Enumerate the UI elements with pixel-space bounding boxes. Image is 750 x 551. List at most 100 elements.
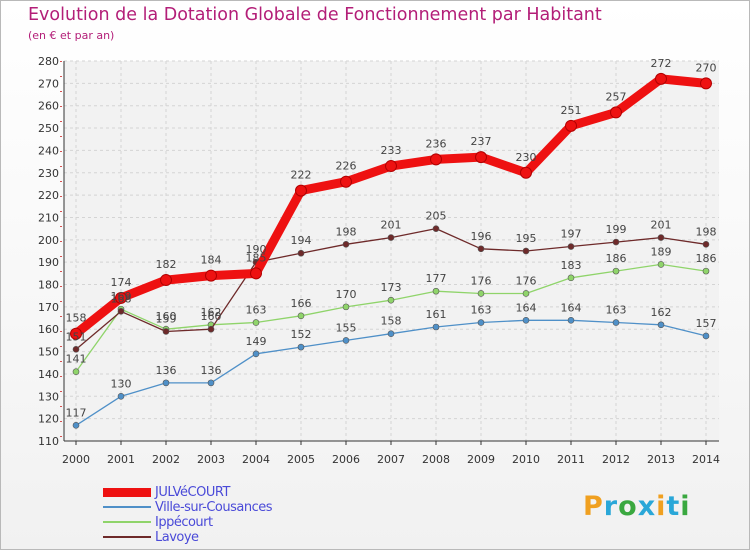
y-tick-label: 260: [38, 100, 59, 113]
data-point: [387, 234, 395, 241]
legend-item-ville-sur-cousances: Ville-sur-Cousances: [103, 500, 363, 515]
data-point: [430, 153, 442, 166]
data-label: 164: [561, 301, 582, 314]
y-tick-label: 240: [38, 144, 59, 157]
data-point: [70, 327, 82, 340]
data-point: [477, 319, 485, 326]
data-label: 183: [561, 259, 582, 272]
data-point: [657, 321, 665, 329]
y-tick-label: 120: [38, 413, 59, 426]
plot-area: [64, 61, 719, 441]
data-point: [387, 296, 395, 304]
x-tick-label: 2012: [602, 453, 630, 466]
data-point: [162, 328, 170, 335]
data-point: [612, 267, 620, 275]
x-tick-label: 2011: [557, 453, 585, 466]
data-point: [385, 160, 397, 173]
data-point: [520, 166, 532, 179]
data-point: [205, 269, 217, 282]
logo-letter: P: [583, 491, 604, 522]
data-point: [475, 151, 487, 164]
data-label: 162: [651, 306, 672, 319]
y-tick-label: 110: [38, 435, 59, 448]
data-point: [567, 316, 575, 324]
data-label: 272: [651, 57, 672, 70]
legend-label-ippecourt: Ippécourt: [155, 515, 213, 530]
data-point: [565, 119, 577, 132]
y-tick-label: 130: [38, 390, 59, 403]
data-point: [252, 350, 260, 358]
legend-label-julvecourt: JULVéCOURT: [155, 485, 230, 500]
x-tick-label: 2008: [422, 453, 450, 466]
data-point: [612, 238, 620, 246]
data-point: [522, 247, 530, 255]
data-label: 177: [426, 272, 447, 285]
y-tick-label: 270: [38, 77, 59, 90]
logo-letter: t: [666, 491, 681, 522]
data-point: [702, 267, 710, 275]
data-point: [295, 184, 307, 197]
logo-letter: o: [618, 491, 638, 522]
legend-swatch-lavoye: [103, 536, 151, 538]
data-point: [340, 175, 352, 188]
data-label: 136: [156, 364, 177, 377]
data-label: 176: [471, 274, 492, 287]
x-tick-label: 2005: [287, 453, 315, 466]
data-point: [432, 287, 440, 295]
data-label: 196: [471, 230, 492, 243]
data-point: [702, 332, 710, 340]
data-label: 161: [426, 308, 447, 321]
data-label: 230: [516, 151, 537, 164]
data-label: 166: [291, 297, 312, 310]
data-label: 257: [606, 90, 627, 103]
data-label: 163: [471, 304, 492, 317]
data-point: [657, 234, 665, 241]
data-label: 189: [651, 245, 672, 258]
data-label: 186: [696, 252, 717, 265]
data-point: [522, 316, 530, 324]
chart-legend: JULVéCOURT Ville-sur-Cousances Ippécourt…: [103, 485, 363, 545]
y-tick-label: 210: [38, 211, 59, 224]
data-label: 164: [516, 301, 537, 314]
data-label: 158: [66, 312, 87, 325]
data-point: [657, 261, 665, 268]
data-label: 160: [156, 310, 177, 323]
data-point: [207, 325, 215, 333]
data-point: [567, 243, 575, 250]
proxiti-logo: Proxiti: [583, 491, 691, 522]
data-point: [702, 240, 710, 248]
y-tick-label: 190: [38, 256, 59, 269]
data-label: 237: [471, 135, 492, 148]
chart-subtitle: (en € et par an): [28, 29, 115, 42]
y-tick-label: 150: [38, 346, 59, 359]
data-point: [160, 274, 172, 287]
data-point: [522, 290, 530, 297]
logo-letter: x: [637, 491, 657, 522]
data-label: 201: [381, 219, 402, 232]
data-point: [72, 368, 80, 376]
y-tick-label: 280: [38, 55, 59, 68]
legend-item-ippecourt: Ippécourt: [103, 515, 363, 530]
y-tick-label: 160: [38, 323, 59, 336]
data-label: 201: [651, 219, 672, 232]
data-point: [297, 312, 305, 320]
y-tick-label: 230: [38, 167, 59, 180]
data-label: 184: [201, 254, 222, 267]
x-tick-label: 2014: [692, 453, 720, 466]
x-tick-label: 2002: [152, 453, 180, 466]
legend-label-lavoye: Lavoye: [155, 530, 199, 545]
data-label: 158: [381, 315, 402, 328]
y-tick-label: 200: [38, 234, 59, 247]
x-tick-label: 2010: [512, 453, 540, 466]
data-point: [162, 379, 170, 387]
x-tick-label: 2006: [332, 453, 360, 466]
data-point: [297, 343, 305, 351]
data-point: [610, 106, 622, 119]
x-tick-label: 2004: [242, 453, 270, 466]
data-label: 157: [696, 317, 717, 330]
data-label: 152: [291, 328, 312, 341]
x-tick-label: 2001: [107, 453, 135, 466]
data-point: [72, 422, 80, 429]
